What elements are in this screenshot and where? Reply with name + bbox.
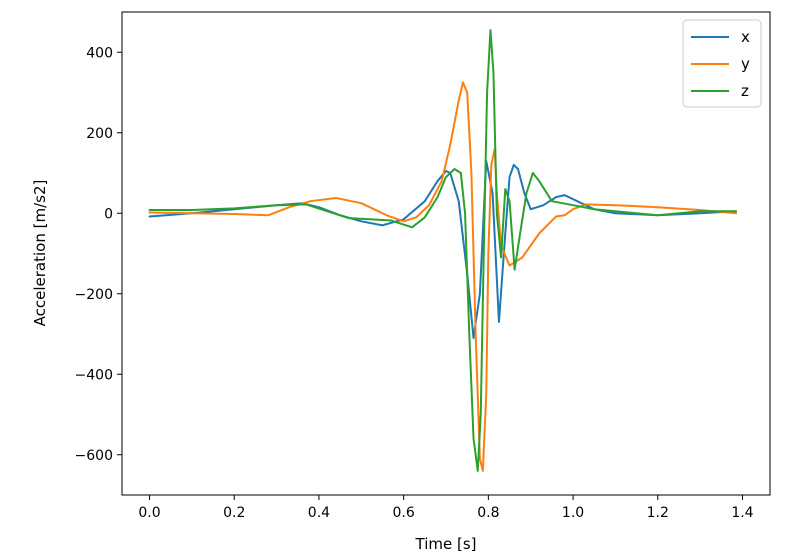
legend-label-z: z bbox=[741, 82, 749, 100]
x-tick-label: 1.0 bbox=[562, 505, 584, 521]
y-axis-label: Acceleration [m/s2] bbox=[31, 180, 49, 327]
x-tick-label: 1.4 bbox=[731, 505, 753, 521]
legend: xyz bbox=[682, 19, 762, 108]
legend-label-y: y bbox=[741, 55, 750, 73]
series-line-z bbox=[148, 29, 738, 472]
y-tick-label: 0 bbox=[104, 206, 113, 222]
y-tick-label: 200 bbox=[86, 126, 113, 142]
x-tick-label: 0.0 bbox=[138, 505, 160, 521]
x-tick-label: 0.4 bbox=[308, 505, 330, 521]
series-lines bbox=[148, 29, 738, 472]
legend-label-x: x bbox=[741, 28, 750, 46]
x-tick-label: 1.2 bbox=[647, 505, 669, 521]
x-tick-label: 0.8 bbox=[477, 505, 499, 521]
y-tick-label: 400 bbox=[86, 45, 113, 61]
y-tick-label: −400 bbox=[75, 367, 113, 383]
y-axis-ticks: −600 −400 −200 0 200 400 bbox=[75, 45, 122, 464]
x-tick-label: 0.2 bbox=[223, 505, 245, 521]
x-tick-label: 0.6 bbox=[393, 505, 415, 521]
series-line-y bbox=[148, 81, 738, 472]
y-tick-label: −600 bbox=[75, 448, 113, 464]
x-axis-label: Time [s] bbox=[415, 535, 477, 553]
x-axis-ticks: 0.0 0.2 0.4 0.6 0.8 1.0 1.2 1.4 bbox=[138, 495, 754, 521]
plot-frame bbox=[121, 11, 771, 496]
y-tick-label: −200 bbox=[75, 287, 113, 303]
